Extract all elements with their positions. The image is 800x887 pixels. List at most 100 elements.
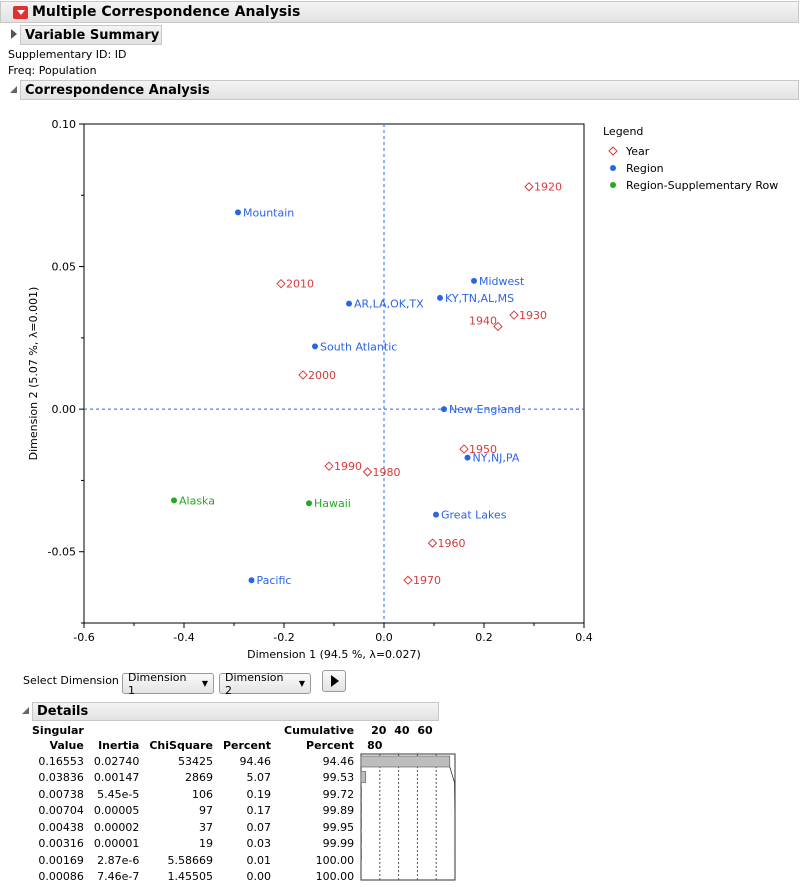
data-point-year [403, 575, 413, 585]
mca-title: Multiple Correspondence Analysis [32, 4, 301, 20]
data-point-year [298, 370, 308, 380]
y-tick-label: 0.10 [52, 118, 77, 131]
percent-cell: 0.03 [246, 837, 272, 851]
percent-bar-chart [360, 753, 456, 881]
point-label: 2000 [308, 369, 336, 382]
details-disclosure-icon[interactable] [22, 707, 29, 714]
y-axis-label: Dimension 2 (5.07 %, λ=0.001) [27, 287, 40, 461]
point-label: 1970 [413, 574, 441, 587]
data-point-supplementary [171, 497, 177, 504]
percent-cell: 5.07 [246, 771, 272, 785]
col-singular-value: Singular Value [32, 724, 84, 752]
point-label: NY,NJ,PA [473, 452, 520, 465]
col-inertia: Inertia [98, 739, 140, 752]
arrow-right-icon [331, 675, 339, 687]
apply-dimension-button[interactable] [322, 670, 346, 692]
chevron-down-icon: ▼ [298, 679, 305, 688]
percent-cell: 0.01 [246, 853, 272, 867]
point-label: 1930 [519, 309, 547, 322]
red-menu-triangle-icon[interactable] [13, 5, 28, 19]
data-point-region [437, 294, 443, 301]
percent-bar [360, 848, 362, 861]
singular-value-cell: 0.03836 [38, 771, 84, 785]
freq-text: Freq: Population [8, 64, 97, 77]
percent-bar [360, 802, 362, 814]
y-tick-label: 0.05 [52, 261, 77, 274]
inertia-cell: 0.00001 [93, 837, 140, 851]
chisquare-cell: 2869 [184, 771, 213, 785]
chisquare-cell: 97 [198, 804, 213, 818]
percent-cell: 0.17 [246, 804, 272, 818]
data-point-year [362, 467, 373, 477]
cumulative-cell: 99.89 [322, 804, 355, 818]
singular-value-cell: 0.00738 [38, 787, 84, 801]
chisquare-cell: 19 [198, 837, 213, 851]
point-label: Pacific [257, 574, 292, 587]
inertia-cell: 0.00005 [93, 804, 140, 818]
data-point-region [235, 209, 241, 216]
x-tick-label: -0.4 [173, 631, 194, 644]
data-point-year [524, 182, 534, 192]
point-label: New England [449, 403, 521, 416]
table-row: 0.00169 2.87e-6 5.58669 0.01 100.00 [22, 852, 459, 869]
dimension-y-value: Dimension 2 [225, 670, 284, 697]
point-label: AR,LA,OK,TX [354, 298, 424, 311]
y-tick-label: 0.00 [52, 403, 77, 416]
inertia-cell: 0.00147 [93, 771, 140, 785]
col-percent-bar: 20 40 60 80 [367, 724, 433, 752]
cumulative-line [449, 766, 456, 876]
details-header[interactable]: Details [32, 702, 439, 721]
chisquare-cell: 5.58669 [167, 853, 213, 867]
point-label: 1980 [373, 466, 401, 479]
cumulative-cell: 100.00 [315, 870, 355, 884]
x-tick-label: 0.2 [475, 631, 493, 644]
chevron-down-icon: ▼ [201, 679, 208, 688]
point-label: Midwest [479, 275, 525, 288]
plot-frame [83, 123, 585, 624]
legend-title: Legend [603, 125, 643, 138]
table-row: 0.00738 5.45e-5 106 0.19 99.72 [22, 786, 459, 803]
percent-bar [360, 817, 362, 830]
point-label: 1920 [534, 181, 562, 194]
x-axis-label: Dimension 1 (94.5 %, λ=0.027) [247, 648, 421, 661]
point-label: 1950 [469, 443, 497, 456]
correspondence-analysis-title: Correspondence Analysis [25, 82, 210, 98]
percent-bar-cell [359, 753, 459, 886]
point-label: 2010 [286, 278, 314, 291]
bar-chart-frame [360, 753, 456, 881]
point-label: Mountain [243, 206, 294, 219]
data-point-year [427, 538, 438, 548]
cumulative-cell: 99.72 [322, 787, 355, 801]
percent-cell: 0.19 [246, 787, 272, 801]
dimension-y-dropdown[interactable]: Dimension 2 ▼ [219, 670, 311, 697]
point-label: 1990 [334, 460, 362, 473]
legend-marker-year [608, 146, 618, 156]
correspondence-plot: -0.6 -0.4 -0.2 0.0 0.2 0.4 -0.05 0.00 0.05 0.10 Di… [27, 118, 778, 661]
details-title: Details [37, 704, 89, 719]
col-chisquare: ChiSquare [149, 739, 213, 752]
col-cumulative-percent: Cumulative Percent [284, 724, 355, 752]
data-point-region [441, 406, 447, 413]
singular-value-cell: 0.00086 [38, 870, 84, 884]
correspondence-analysis-header[interactable]: Correspondence Analysis [20, 80, 799, 100]
chisquare-cell: 106 [191, 787, 213, 801]
data-point-year [276, 278, 286, 289]
correspondence-analysis-disclosure-icon[interactable] [10, 86, 17, 93]
variable-summary-header[interactable]: Variable Summary [20, 25, 162, 45]
dimension-x-dropdown[interactable]: Dimension 1 ▼ [122, 671, 214, 697]
supplementary-id-text: Supplementary ID: ID [8, 48, 127, 61]
singular-value-cell: 0.00169 [38, 853, 84, 867]
table-row: 0.00438 0.00002 37 0.07 99.95 [22, 819, 459, 836]
table-row: 0.03836 0.00147 2869 5.07 99.53 [22, 770, 459, 787]
table-row: 0.00316 0.00001 19 0.03 99.99 [22, 836, 459, 853]
legend-item-label: Region [626, 162, 664, 175]
x-tick-label: 0.0 [375, 631, 393, 644]
legend-marker [610, 165, 616, 171]
col-percent: Percent [222, 739, 272, 752]
percent-bar [360, 786, 362, 799]
variable-summary-disclosure-icon[interactable] [11, 29, 17, 39]
cumulative-cell: 100.00 [315, 853, 355, 867]
point-label: Alaska [179, 494, 215, 507]
point-label: 1960 [438, 537, 466, 550]
cumulative-cell: 99.95 [322, 820, 355, 834]
